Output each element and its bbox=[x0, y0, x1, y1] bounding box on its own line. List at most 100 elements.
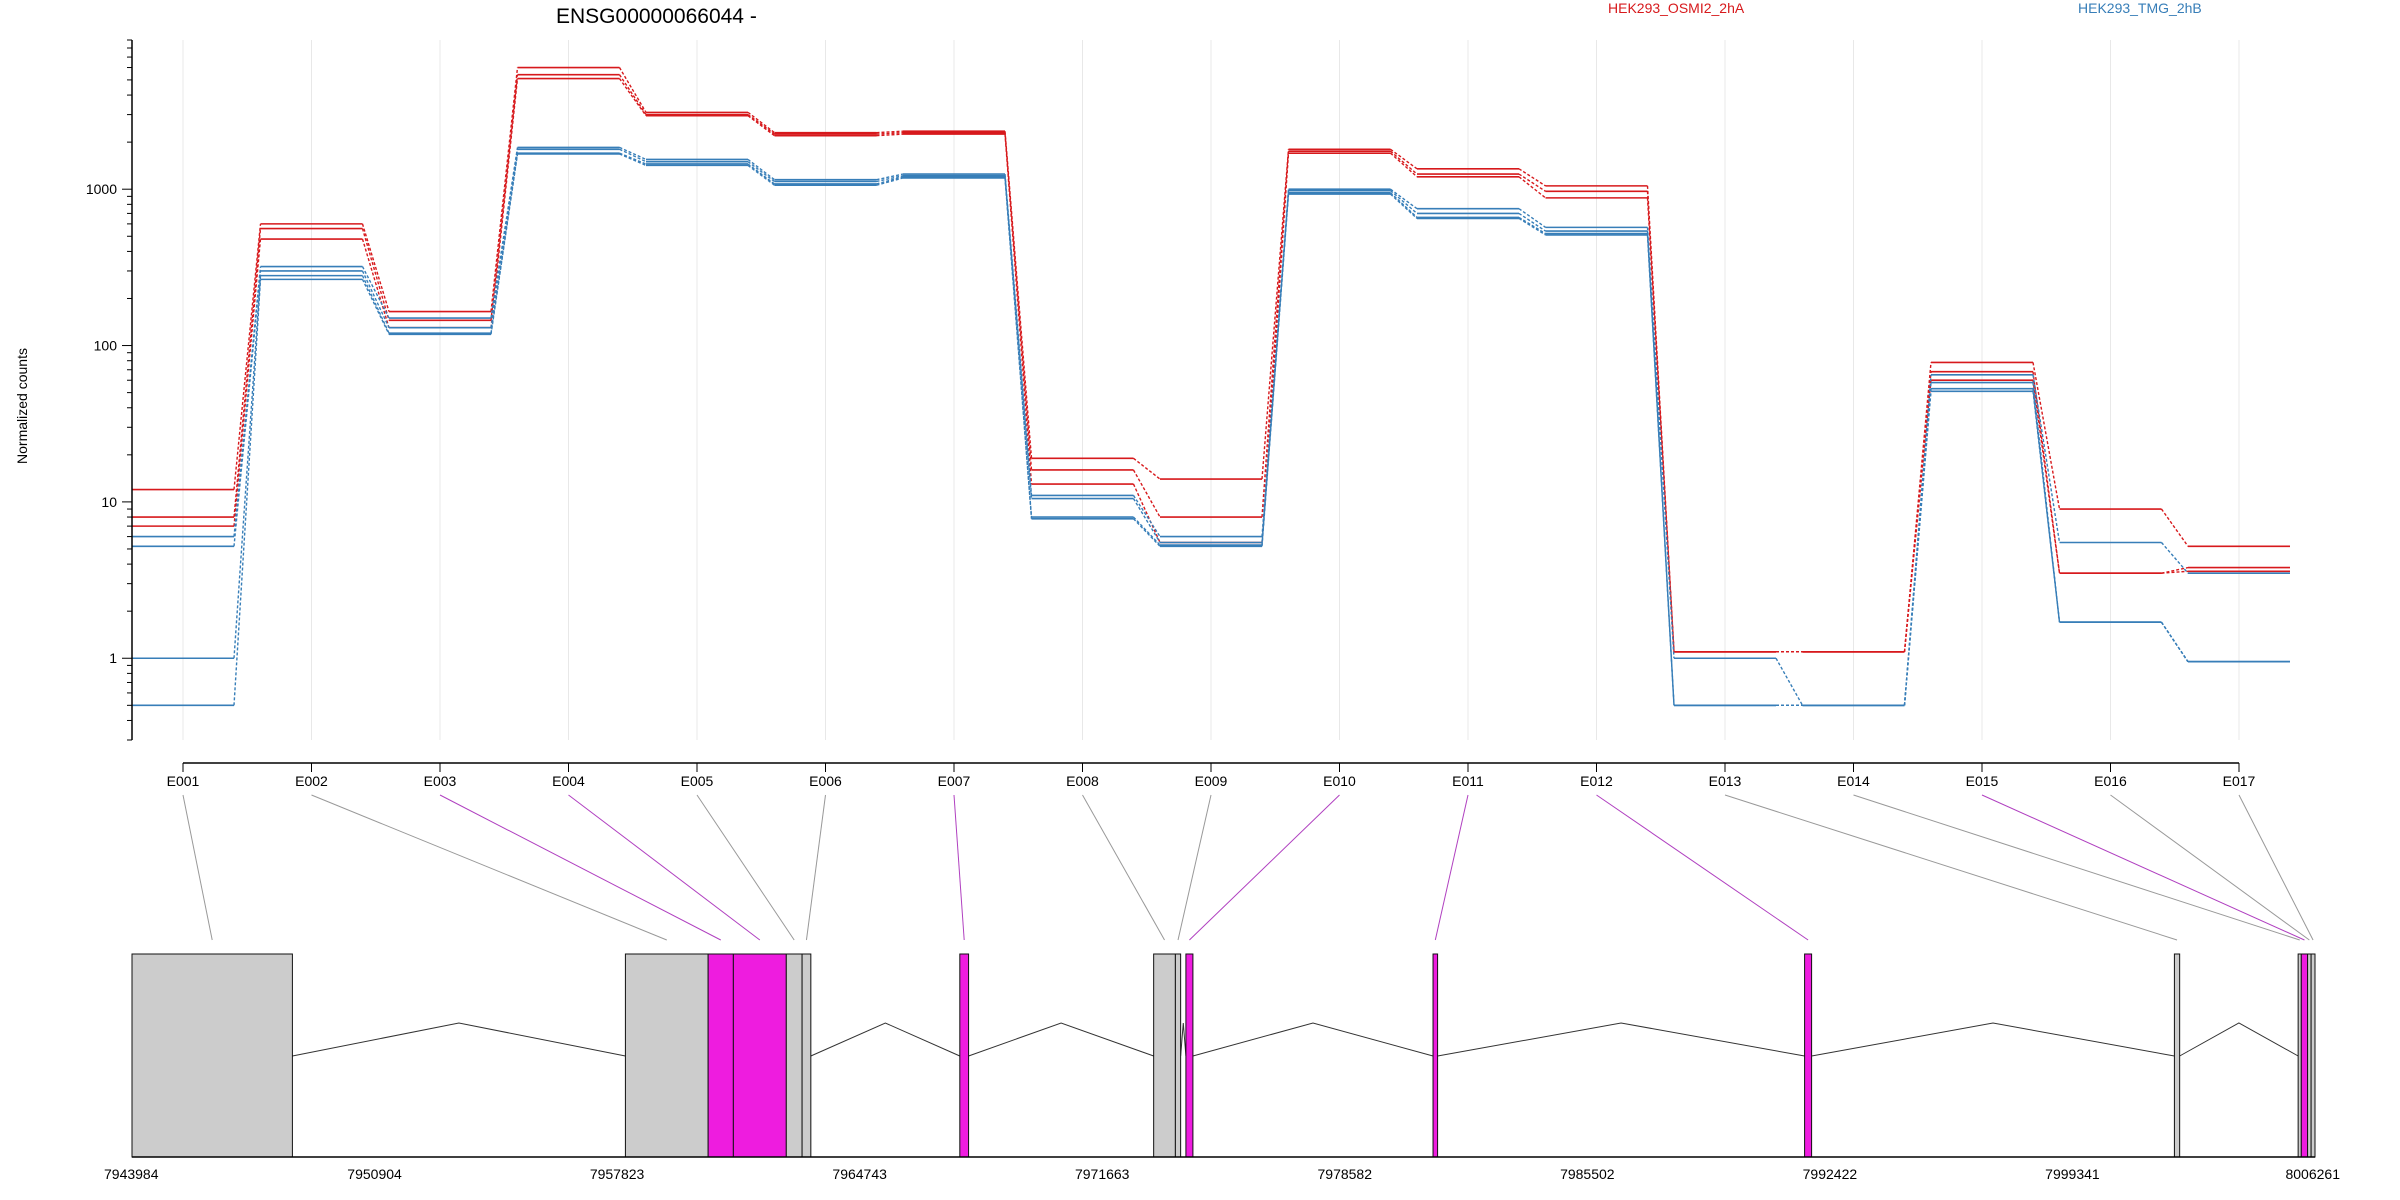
series-7-connector-10 bbox=[1390, 193, 1418, 219]
exon-box-e005 bbox=[785, 953, 803, 1158]
series-4-connector-6 bbox=[876, 173, 904, 181]
exon-box-e006 bbox=[801, 953, 812, 1158]
series-3-connector-16 bbox=[2161, 570, 2189, 574]
series-1-connector-2 bbox=[361, 223, 390, 312]
x-tick-label-e016: E016 bbox=[2094, 773, 2127, 789]
series-3-connector-4 bbox=[618, 78, 647, 117]
connector-e007 bbox=[953, 794, 965, 941]
series-7-connector-12 bbox=[1646, 234, 1675, 706]
series-6-connector-15 bbox=[2032, 388, 2061, 623]
genomic-tick-label-7999341: 7999341 bbox=[2045, 1166, 2100, 1182]
series-6-connector-10 bbox=[1390, 192, 1418, 218]
exon-box-e012 bbox=[1804, 953, 1813, 1158]
genomic-tick-label-7964743: 7964743 bbox=[832, 1166, 887, 1182]
series-3-connector-12 bbox=[1646, 197, 1675, 652]
series-7-connector-1 bbox=[233, 279, 262, 706]
exon-box-e017 bbox=[2310, 953, 2316, 1158]
exon-box-e016 bbox=[2307, 953, 2312, 1158]
y-tick-label-10: 10 bbox=[101, 494, 117, 510]
intron-e007-e008 bbox=[968, 1022, 1154, 1057]
exon-box-e011 bbox=[1432, 953, 1439, 1158]
connector-e002 bbox=[311, 794, 667, 941]
series-5-connector-8 bbox=[1132, 498, 1161, 543]
series-1-connector-16 bbox=[2160, 508, 2189, 547]
connector-e016 bbox=[2110, 794, 2310, 941]
connector-e005 bbox=[696, 794, 795, 941]
series-6-connector-11 bbox=[1518, 216, 1546, 235]
exon-box-e010 bbox=[1185, 953, 1194, 1158]
y-axis-label: Normalized counts bbox=[14, 348, 30, 464]
x-tick-label-e009: E009 bbox=[1195, 773, 1228, 789]
x-tick-label-e004: E004 bbox=[552, 773, 585, 789]
genomic-tick-label-7992422: 7992422 bbox=[1803, 1166, 1858, 1182]
series-3-connector-11 bbox=[1518, 176, 1546, 199]
genomic-tick-label-7971663: 7971663 bbox=[1075, 1166, 1130, 1182]
series-2-connector-8 bbox=[1132, 469, 1161, 518]
x-tick-label-e003: E003 bbox=[424, 773, 457, 789]
genomic-tick-label-7957823: 7957823 bbox=[590, 1166, 645, 1182]
series-6-connector-2 bbox=[361, 275, 390, 334]
connector-e001 bbox=[182, 794, 213, 941]
connector-e013 bbox=[1724, 794, 2178, 941]
intron-e012-e013 bbox=[1811, 1022, 2175, 1057]
series-1-connector-6 bbox=[876, 130, 904, 134]
series-7-connector-4 bbox=[619, 153, 647, 167]
series-7-connector-6 bbox=[876, 177, 904, 186]
intron-e010-e011 bbox=[1192, 1022, 1434, 1057]
series-6-connector-4 bbox=[619, 152, 647, 165]
exon-box-e004 bbox=[732, 953, 787, 1158]
genomic-tick-label-7943984: 7943984 bbox=[104, 1166, 159, 1182]
gene-model bbox=[131, 953, 2316, 1158]
series-5-connector-10 bbox=[1390, 190, 1418, 214]
series-1-connector-15 bbox=[2032, 362, 2061, 510]
connector-e012 bbox=[1596, 794, 1809, 941]
series-2-connector-11 bbox=[1518, 173, 1546, 192]
exon-box-e015 bbox=[2300, 953, 2309, 1158]
series-7-connector-15 bbox=[2032, 391, 2061, 623]
series-6-connector-12 bbox=[1646, 233, 1675, 706]
series-2-connector-16 bbox=[2161, 566, 2189, 574]
x-tick-label-e010: E010 bbox=[1323, 773, 1356, 789]
genomic-tick-label-7950904: 7950904 bbox=[347, 1166, 402, 1182]
genomic-tick-label-7985502: 7985502 bbox=[1560, 1166, 1615, 1182]
connector-e006 bbox=[805, 794, 826, 941]
series-4-connector-16 bbox=[2160, 542, 2189, 574]
series-4-connector-10 bbox=[1390, 188, 1418, 210]
x-tick-label-e014: E014 bbox=[1837, 773, 1870, 789]
series-3-connector-8 bbox=[1132, 483, 1161, 543]
series-7-connector-9 bbox=[1261, 194, 1290, 547]
connector-e009 bbox=[1177, 794, 1212, 941]
series-4-connector-7 bbox=[1004, 173, 1033, 496]
series-7-connector-8 bbox=[1132, 518, 1161, 547]
intron-e011-e012 bbox=[1437, 1022, 1805, 1057]
x-tick-label-e017: E017 bbox=[2223, 773, 2256, 789]
series-2-connector-1 bbox=[233, 228, 262, 518]
series-6-connector-1 bbox=[233, 275, 262, 659]
series-3-connector-15 bbox=[2032, 380, 2061, 574]
series-6-connector-5 bbox=[747, 163, 775, 185]
series-2-connector-7 bbox=[1004, 132, 1033, 471]
legend-entry-tmg: HEK293_TMG_2hB bbox=[2078, 0, 2202, 16]
x-tick-label-e008: E008 bbox=[1066, 773, 1099, 789]
series-1-connector-5 bbox=[747, 111, 775, 134]
series-3-connector-6 bbox=[876, 133, 904, 137]
exon-box-e007 bbox=[959, 953, 970, 1158]
series-3-connector-2 bbox=[361, 238, 390, 328]
connector-e011 bbox=[1434, 794, 1469, 941]
x-tick-label-e012: E012 bbox=[1580, 773, 1613, 789]
series-5-connector-4 bbox=[619, 148, 647, 163]
connector-e014 bbox=[1853, 794, 2300, 941]
connector-e004 bbox=[568, 794, 761, 941]
series-1-connector-3 bbox=[490, 67, 519, 312]
chart-title: ENSG00000066044 - bbox=[556, 5, 757, 28]
x-tick-label-e013: E013 bbox=[1709, 773, 1742, 789]
series-lines bbox=[132, 66, 2290, 707]
series-2-connector-5 bbox=[747, 114, 775, 135]
series-5-connector-1 bbox=[233, 270, 262, 547]
series-5-connector-7 bbox=[1004, 175, 1033, 499]
legend-entry-osmi2: HEK293_OSMI2_2hA bbox=[1608, 0, 1745, 16]
series-5-connector-6 bbox=[876, 175, 904, 183]
series-6-connector-6 bbox=[876, 176, 904, 185]
genomic-tick-label-7978582: 7978582 bbox=[1318, 1166, 1373, 1182]
x-tick-label-e011: E011 bbox=[1452, 773, 1484, 789]
